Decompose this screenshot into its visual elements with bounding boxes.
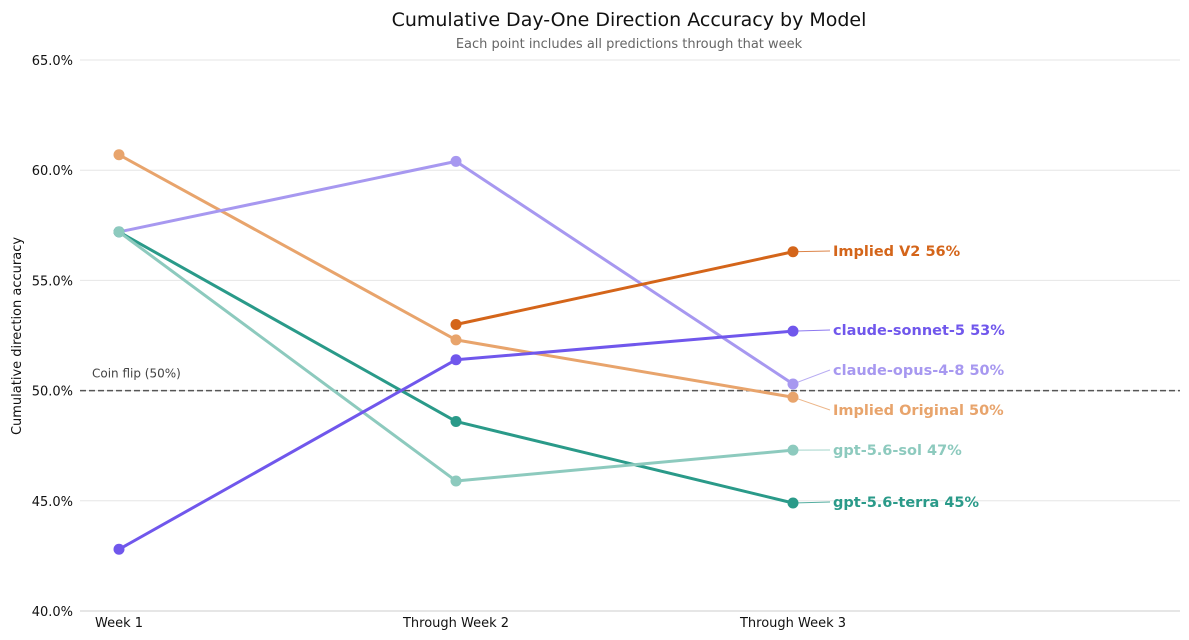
series-label-implied-v2: Implied V2 56%	[833, 244, 961, 260]
y-tick-label: 40.0%	[32, 605, 73, 620]
data-point-implied-v2	[450, 318, 462, 330]
leader-line-claude-sonnet-5	[792, 329, 831, 332]
data-point-implied-original	[450, 334, 462, 346]
series-label-claude-opus-4-8: claude-opus-4-8 50%	[833, 363, 1005, 379]
data-point-gpt-5-6-sol	[113, 226, 125, 238]
series-line-implied-v2	[454, 250, 795, 326]
x-tick-label: Through Week 2	[402, 616, 509, 631]
data-point-implied-original	[113, 149, 125, 161]
chart-title: Cumulative Day-One Direction Accuracy by…	[392, 9, 867, 31]
y-tick-label: 50.0%	[32, 385, 73, 400]
leader-line-implied-v2	[792, 250, 831, 253]
series-label-gpt-5-6-terra: gpt-5.6-terra 45%	[833, 495, 979, 511]
x-tick-label: Week 1	[95, 616, 143, 631]
y-axis-label: Cumulative direction accuracy	[10, 237, 25, 435]
series-lines	[113, 149, 799, 555]
y-tick-label: 45.0%	[32, 495, 73, 510]
gridlines	[80, 59, 1180, 612]
chart-subtitle: Each point includes all predictions thro…	[456, 37, 803, 52]
data-point-claude-sonnet-5	[450, 354, 462, 366]
series-label-gpt-5-6-sol: gpt-5.6-sol 47%	[833, 443, 962, 459]
leader-line-claude-opus-4-8	[792, 369, 831, 385]
x-tick-label: Through Week 3	[739, 616, 846, 631]
data-point-gpt-5-6-sol	[450, 475, 462, 487]
y-tick-label: 65.0%	[32, 54, 73, 69]
data-point-claude-opus-4-8	[450, 155, 462, 167]
data-point-claude-sonnet-5	[113, 543, 125, 555]
series-label-implied-original: Implied Original 50%	[833, 403, 1004, 419]
y-tick-label: 55.0%	[32, 274, 73, 289]
y-axis-ticks: 40.0% 45.0% 50.0% 55.0% 60.0% 65.0%	[32, 54, 73, 620]
series-end-labels: Implied Original 50% claude-opus-4-8 50% g…	[792, 244, 1005, 511]
x-axis-ticks: Week 1 Through Week 2 Through Week 3	[95, 616, 846, 631]
reference-line: Coin flip (50%)	[80, 367, 1180, 392]
leader-line-implied-original	[792, 396, 831, 411]
series-label-claude-sonnet-5: claude-sonnet-5 53%	[833, 323, 1005, 339]
leader-line-gpt-5-6-terra	[792, 501, 831, 504]
y-tick-label: 60.0%	[32, 164, 73, 179]
data-point-gpt-5-6-terra	[450, 415, 462, 427]
coin-flip-label: Coin flip (50%)	[92, 367, 181, 381]
